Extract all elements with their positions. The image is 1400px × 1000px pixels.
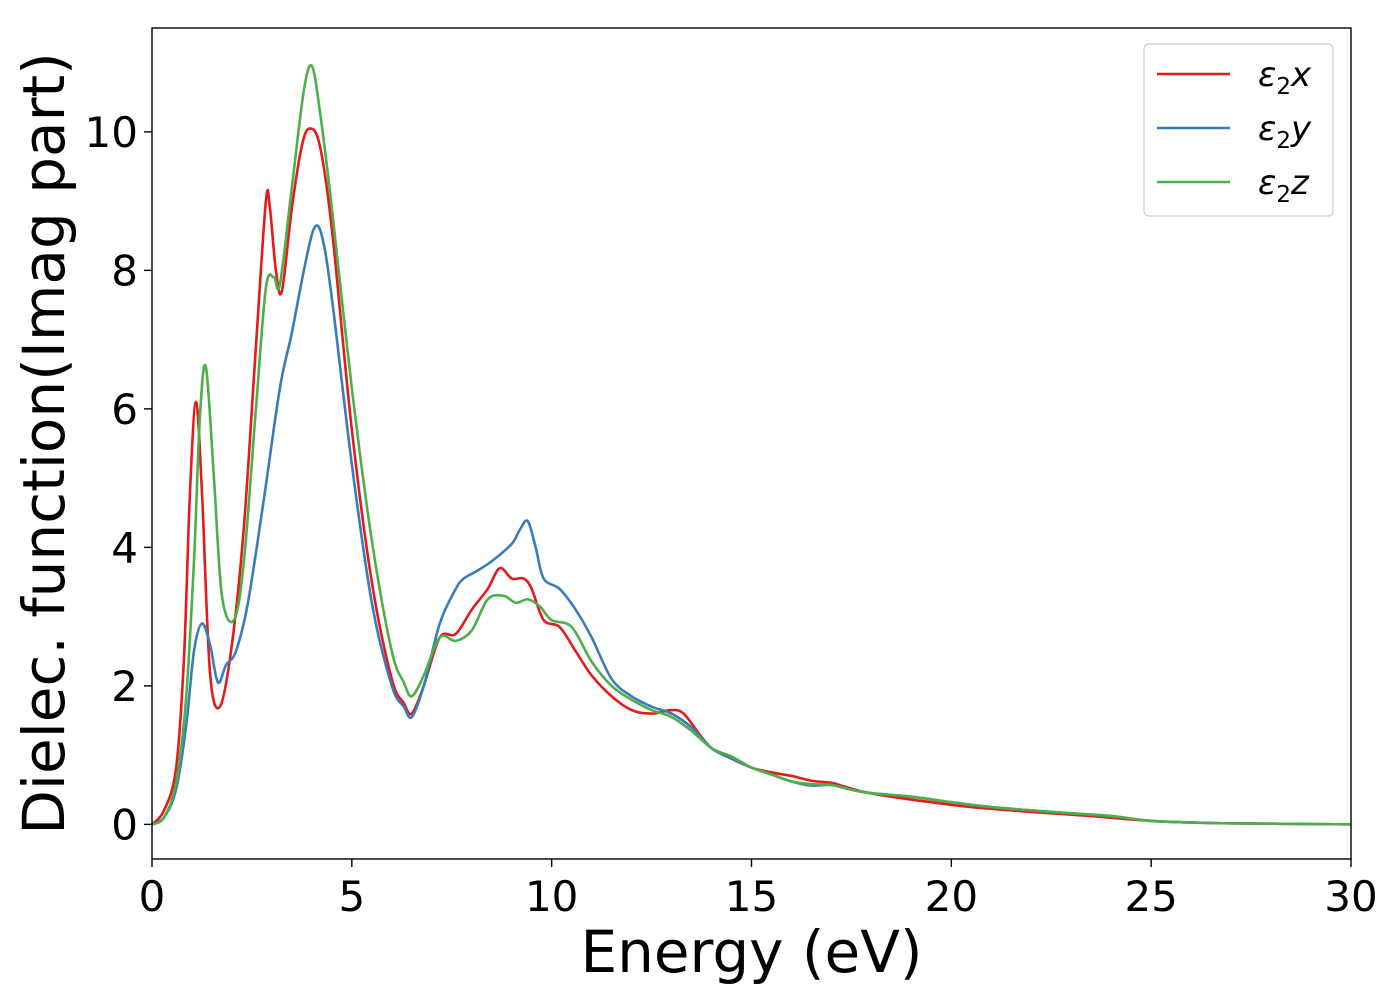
series-line-x	[152, 127, 1351, 826]
x-tick-label: 30	[1324, 872, 1377, 921]
plot-frame	[151, 27, 1352, 860]
y-tick-label: 4	[111, 523, 138, 572]
legend-label: ε2z	[1258, 163, 1310, 208]
legend: ε2x ε2y ε2z	[1143, 43, 1334, 217]
x-tick-label: 25	[1124, 872, 1177, 921]
series-line-z	[152, 64, 1351, 826]
y-axis: 0 2 4 6 8 10	[85, 108, 152, 849]
legend-label: ε2x	[1258, 55, 1312, 100]
plot-area	[152, 64, 1351, 826]
legend-label: ε2y	[1258, 109, 1312, 154]
x-tick-label: 5	[338, 872, 365, 921]
y-tick-label: 10	[85, 108, 138, 157]
y-tick-label: 0	[111, 800, 138, 849]
x-tick-label: 15	[725, 872, 778, 921]
x-tick-label: 10	[525, 872, 578, 921]
legend-box	[1143, 43, 1334, 217]
x-axis-title: Energy (eV)	[580, 918, 922, 986]
y-tick-label: 2	[111, 662, 138, 711]
x-tick-label: 20	[925, 872, 978, 921]
y-tick-label: 8	[111, 246, 138, 295]
y-tick-label: 6	[111, 385, 138, 434]
x-axis: 0 5 10 15 20 25 30	[139, 859, 1378, 921]
y-axis-title: Dielec. function(Imag part)	[10, 52, 78, 835]
series-line-y	[152, 224, 1351, 826]
x-tick-label: 0	[139, 872, 166, 921]
